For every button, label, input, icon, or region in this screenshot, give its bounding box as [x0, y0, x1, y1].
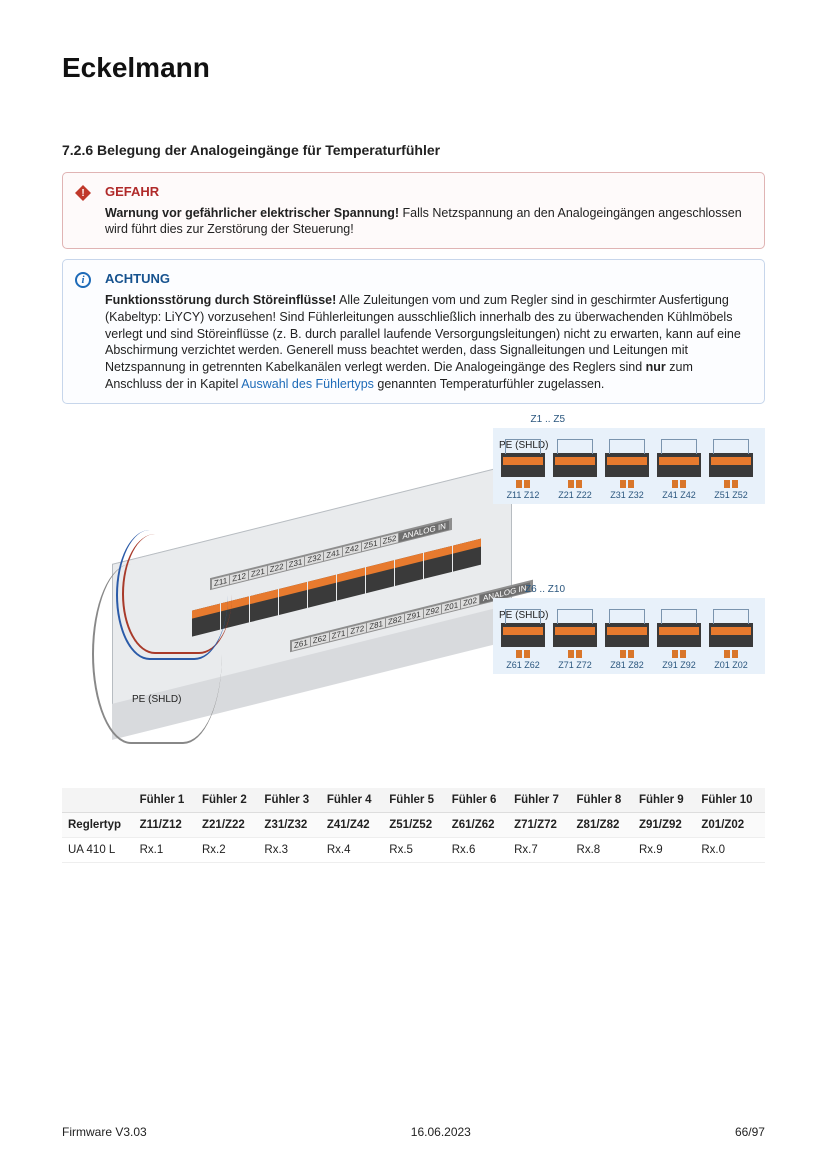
detail-panel-1: PE (SHLD) Z11 Z12Z21 Z22Z31 Z32Z41 Z42Z5…	[493, 428, 765, 504]
table-header: Fühler 8	[571, 788, 633, 813]
table-header: Fühler 6	[446, 788, 508, 813]
table-cell: Reglertyp	[62, 813, 134, 838]
attention-text: Funktionsstörung durch Störeinflüsse! Al…	[105, 292, 750, 393]
terminal: Z51 Z52	[707, 453, 755, 500]
attention-bold: Funktionsstörung durch Störeinflüsse!	[105, 293, 336, 307]
terminal: Z61 Z62	[499, 623, 547, 670]
z1-note: Z1 .. Z5	[531, 414, 565, 425]
sensor-table: Fühler 1Fühler 2Fühler 3Fühler 4Fühler 5…	[62, 788, 765, 863]
table-cell: Rx.1	[134, 838, 196, 863]
table-cell: Z41/Z42	[321, 813, 383, 838]
danger-text: Warnung vor gefährlicher elektrischer Sp…	[105, 205, 750, 239]
section-number: 7.2.6	[62, 142, 93, 158]
terminal: Z81 Z82	[603, 623, 651, 670]
table-header: Fühler 9	[633, 788, 695, 813]
attention-alert: i ACHTUNG Funktionsstörung durch Störein…	[62, 259, 765, 404]
section-heading: 7.2.6 Belegung der Analogeingänge für Te…	[62, 142, 765, 158]
table-cell: Z31/Z32	[258, 813, 320, 838]
table-cell: Z51/Z52	[383, 813, 445, 838]
table-cell: Z01/Z02	[695, 813, 765, 838]
table-cell: Z21/Z22	[196, 813, 258, 838]
table-header: Fühler 7	[508, 788, 570, 813]
table-cell: UA 410 L	[62, 838, 134, 863]
brand-logo: Eckelmann	[62, 52, 765, 84]
table-header: Fühler 3	[258, 788, 320, 813]
table-cell: Rx.9	[633, 838, 695, 863]
terminal: Z41 Z42	[655, 453, 703, 500]
device-iso: Z11Z12Z21Z22Z31Z32Z41Z42Z51Z52ANALOG IN …	[72, 454, 502, 754]
table-header: Fühler 1	[134, 788, 196, 813]
table-header: Fühler 4	[321, 788, 383, 813]
danger-alert: ! GEFAHR Warnung vor gefährlicher elektr…	[62, 172, 765, 249]
footer-center: 16.06.2023	[411, 1125, 471, 1139]
z6-note: Z6 .. Z10	[525, 584, 565, 595]
table-cell: Rx.5	[383, 838, 445, 863]
table-cell: Rx.3	[258, 838, 320, 863]
attention-title: ACHTUNG	[105, 270, 750, 288]
attention-t3: genannten Temperaturfühler zugelassen.	[374, 377, 604, 391]
terminal: Z11 Z12	[499, 453, 547, 500]
table-cell: Z71/Z72	[508, 813, 570, 838]
wiring-diagram: Z11Z12Z21Z22Z31Z32Z41Z42Z51Z52ANALOG IN …	[62, 414, 765, 774]
terminal: Z31 Z32	[603, 453, 651, 500]
table-cell: Rx.0	[695, 838, 765, 863]
table-cell: Rx.4	[321, 838, 383, 863]
footer-right: 66/97	[735, 1125, 765, 1139]
terminal: Z01 Z02	[707, 623, 755, 670]
table-header: Fühler 5	[383, 788, 445, 813]
page-footer: Firmware V3.03 16.06.2023 66/97	[62, 1125, 765, 1139]
terminal: Z71 Z72	[551, 623, 599, 670]
table-cell: Z91/Z92	[633, 813, 695, 838]
terminal: Z91 Z92	[655, 623, 703, 670]
table-cell: Z81/Z82	[571, 813, 633, 838]
table-cell: Rx.8	[571, 838, 633, 863]
attention-link[interactable]: Auswahl des Fühlertyps	[241, 377, 374, 391]
table-header: Fühler 10	[695, 788, 765, 813]
info-icon: i	[75, 272, 91, 288]
table-cell: Z61/Z62	[446, 813, 508, 838]
pe-shld-label: PE (SHLD)	[132, 694, 181, 705]
terminal: Z21 Z22	[551, 453, 599, 500]
footer-left: Firmware V3.03	[62, 1125, 147, 1139]
section-title-text: Belegung der Analogeingänge für Temperat…	[97, 142, 440, 158]
attention-only: nur	[646, 360, 666, 374]
danger-title: GEFAHR	[105, 183, 750, 201]
detail-panel-2: PE (SHLD) Z61 Z62Z71 Z72Z81 Z82Z91 Z92Z0…	[493, 598, 765, 674]
table-header	[62, 788, 134, 813]
table-cell: Rx.6	[446, 838, 508, 863]
table-cell: Z11/Z12	[134, 813, 196, 838]
danger-bold: Warnung vor gefährlicher elektrischer Sp…	[105, 206, 399, 220]
svg-text:!: !	[81, 188, 84, 199]
table-header: Fühler 2	[196, 788, 258, 813]
table-cell: Rx.7	[508, 838, 570, 863]
table-cell: Rx.2	[196, 838, 258, 863]
